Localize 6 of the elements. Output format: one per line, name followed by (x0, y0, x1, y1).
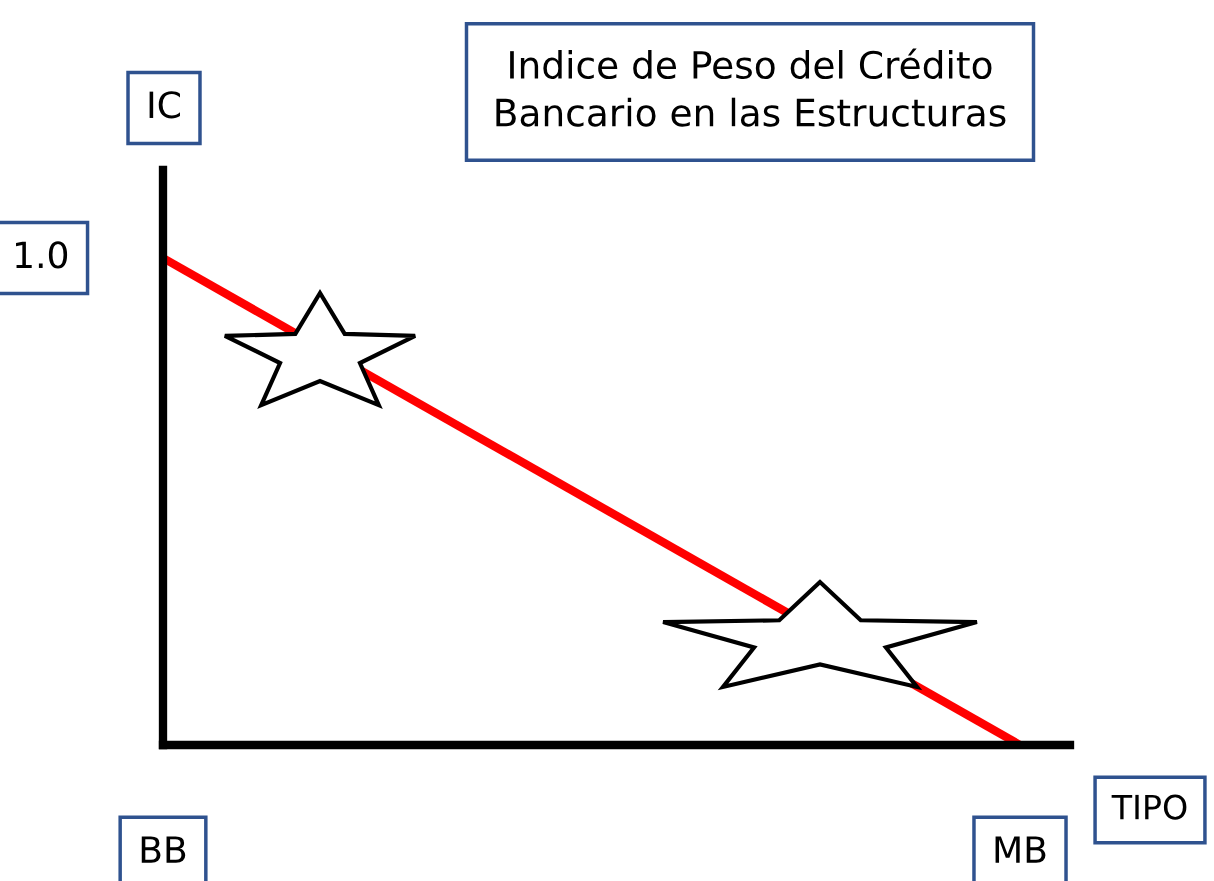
chart-title: Indice de Peso del Crédito Bancario en las Estructuras (496, 48, 1006, 127)
x-tick-label: BB (141, 836, 186, 863)
annotation: 1.0 (16, 241, 68, 269)
x-axis-title: TIPO (1111, 794, 1187, 820)
y-axis-title: IC (149, 91, 180, 119)
x-tick-label: MB (995, 836, 1046, 863)
